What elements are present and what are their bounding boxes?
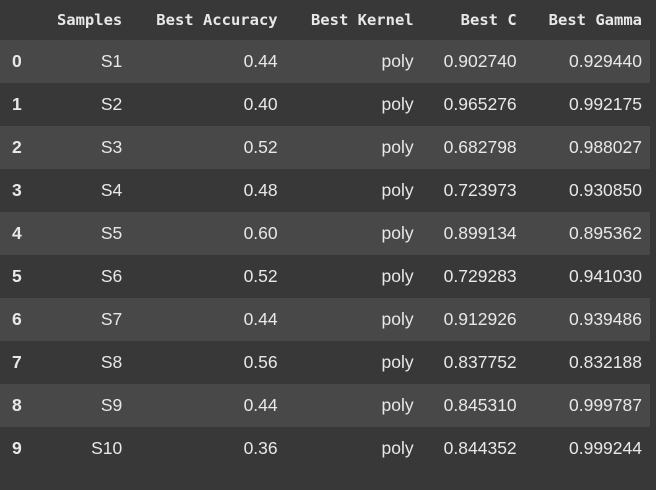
- cell-c: 0.837752: [443, 352, 517, 372]
- cell-kernel: poly: [381, 395, 414, 415]
- cell-gamma: 0.999244: [569, 438, 642, 458]
- row-index: 2: [12, 137, 22, 157]
- row-index: 3: [12, 180, 22, 200]
- row-index: 9: [12, 438, 22, 458]
- cell-accuracy: 0.44: [243, 51, 278, 71]
- cell-accuracy: 0.48: [243, 180, 278, 200]
- cell-gamma: 0.988027: [569, 137, 642, 157]
- cell-accuracy: 0.40: [243, 94, 278, 114]
- table-row: 8 S9 0.44 poly 0.845310 0.999787: [0, 384, 650, 427]
- cell-c: 0.965276: [443, 94, 517, 114]
- table-row: 5 S6 0.52 poly 0.729283 0.941030: [0, 255, 650, 298]
- cell-accuracy: 0.52: [243, 137, 278, 157]
- cell-c: 0.902740: [443, 51, 517, 71]
- header-index: [0, 0, 38, 40]
- row-index: 0: [12, 51, 22, 71]
- cell-accuracy: 0.44: [243, 309, 278, 329]
- cell-samples: S6: [100, 266, 123, 286]
- cell-kernel: poly: [381, 352, 414, 372]
- row-index: 8: [12, 395, 22, 415]
- cell-gamma: 0.941030: [569, 266, 642, 286]
- cell-gamma: 0.929440: [569, 51, 642, 71]
- row-index: 4: [12, 223, 22, 243]
- row-index: 1: [12, 94, 22, 114]
- cell-c: 0.845310: [443, 395, 517, 415]
- cell-gamma: 0.895362: [569, 223, 642, 243]
- cell-accuracy: 0.60: [243, 223, 278, 243]
- cell-samples: S10: [91, 438, 123, 458]
- cell-kernel: poly: [381, 94, 414, 114]
- results-table: Samples Best Accuracy Best Kernel Best C…: [0, 0, 650, 470]
- table-row: 4 S5 0.60 poly 0.899134 0.895362: [0, 212, 650, 255]
- cell-c: 0.729283: [443, 266, 517, 286]
- cell-samples: S1: [100, 51, 123, 71]
- cell-kernel: poly: [381, 180, 414, 200]
- cell-accuracy: 0.44: [243, 395, 278, 415]
- cell-c: 0.723973: [443, 180, 517, 200]
- header-samples: Samples: [56, 11, 123, 29]
- cell-samples: S9: [100, 395, 123, 415]
- cell-samples: S8: [100, 352, 123, 372]
- cell-samples: S4: [100, 180, 123, 200]
- header-best-c: Best C: [460, 11, 517, 29]
- header-best-accuracy: Best Accuracy: [156, 11, 278, 29]
- table-row: 0 S1 0.44 poly 0.902740 0.929440: [0, 40, 650, 83]
- cell-kernel: poly: [381, 51, 414, 71]
- cell-kernel: poly: [381, 438, 414, 458]
- cell-kernel: poly: [381, 223, 414, 243]
- cell-c: 0.682798: [443, 137, 517, 157]
- header-row: Samples Best Accuracy Best Kernel Best C…: [0, 0, 650, 40]
- cell-kernel: poly: [381, 266, 414, 286]
- cell-samples: S3: [100, 137, 123, 157]
- cell-gamma: 0.992175: [569, 94, 642, 114]
- cell-kernel: poly: [381, 137, 414, 157]
- row-index: 5: [12, 266, 22, 286]
- table-body: 0 S1 0.44 poly 0.902740 0.929440 1 S2 0.…: [0, 40, 650, 470]
- header-best-kernel: Best Kernel: [310, 11, 414, 29]
- table-row: 1 S2 0.40 poly 0.965276 0.992175: [0, 83, 650, 126]
- table-row: 3 S4 0.48 poly 0.723973 0.930850: [0, 169, 650, 212]
- cell-accuracy: 0.56: [243, 352, 278, 372]
- table-row: 2 S3 0.52 poly 0.682798 0.988027: [0, 126, 650, 169]
- cell-gamma: 0.930850: [569, 180, 642, 200]
- cell-kernel: poly: [381, 309, 414, 329]
- row-index: 7: [12, 352, 22, 372]
- cell-samples: S2: [100, 94, 123, 114]
- cell-accuracy: 0.36: [243, 438, 278, 458]
- table-header: Samples Best Accuracy Best Kernel Best C…: [0, 0, 650, 40]
- cell-gamma: 0.939486: [569, 309, 642, 329]
- row-index: 6: [12, 309, 22, 329]
- cell-c: 0.912926: [443, 309, 517, 329]
- cell-samples: S5: [100, 223, 123, 243]
- cell-c: 0.844352: [443, 438, 517, 458]
- cell-c: 0.899134: [443, 223, 517, 243]
- table-row: 7 S8 0.56 poly 0.837752 0.832188: [0, 341, 650, 384]
- cell-gamma: 0.999787: [569, 395, 642, 415]
- header-best-gamma: Best Gamma: [548, 11, 642, 29]
- table-row: 6 S7 0.44 poly 0.912926 0.939486: [0, 298, 650, 341]
- cell-accuracy: 0.52: [243, 266, 278, 286]
- cell-samples: S7: [100, 309, 123, 329]
- cell-gamma: 0.832188: [569, 352, 642, 372]
- table-row: 9 S10 0.36 poly 0.844352 0.999244: [0, 427, 650, 470]
